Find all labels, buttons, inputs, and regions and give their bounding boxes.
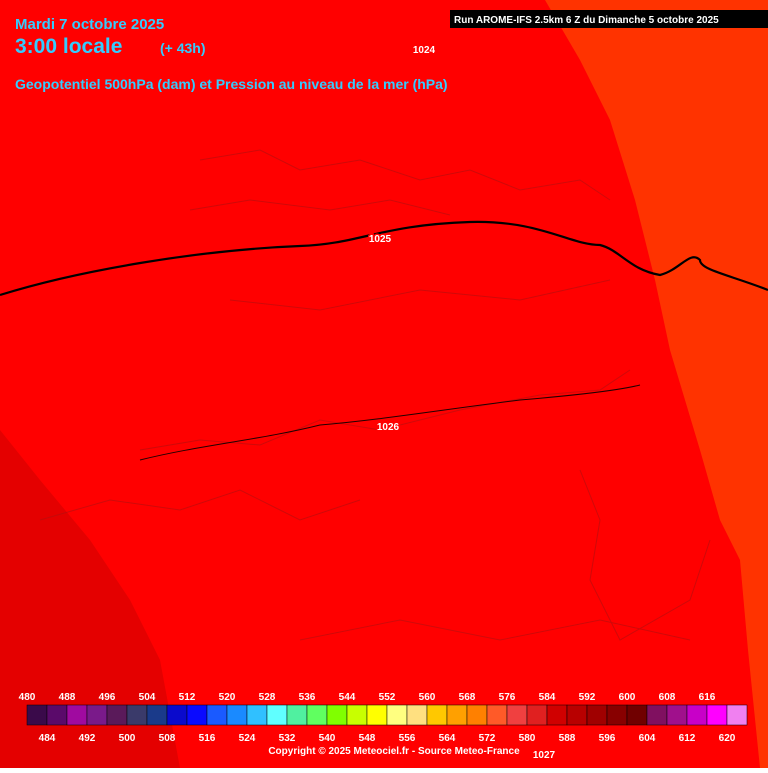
isobar-label: 1024 xyxy=(413,45,436,56)
legend-label: 612 xyxy=(679,733,696,744)
legend-swatch xyxy=(146,704,168,726)
legend-label: 512 xyxy=(179,692,196,703)
map-title: Geopotentiel 500hPa (dam) et Pression au… xyxy=(15,76,448,92)
legend-swatch xyxy=(106,704,128,726)
legend-label: 548 xyxy=(359,733,376,744)
legend-label: 568 xyxy=(459,692,476,703)
time: 3:00 locale xyxy=(15,35,122,58)
legend-swatch xyxy=(306,704,328,726)
legend-label: 560 xyxy=(419,692,436,703)
legend-label: 520 xyxy=(219,692,236,703)
legend-label: 604 xyxy=(639,733,656,744)
legend-swatch xyxy=(166,704,188,726)
legend-swatch xyxy=(526,704,548,726)
legend-label: 516 xyxy=(199,733,216,744)
legend-swatch xyxy=(246,704,268,726)
cool-region xyxy=(0,430,180,768)
run-info: Run AROME-IFS 2.5km 6 Z du Dimanche 5 oc… xyxy=(454,15,719,26)
legend-label: 596 xyxy=(599,733,616,744)
legend: 480 484 488 492 496 500 504 508 512 516 520 524 528 5… xyxy=(19,692,748,744)
legend-label: 524 xyxy=(239,733,256,744)
isobar-label: 1026 xyxy=(377,422,400,433)
isobar-label: 1027 xyxy=(533,750,556,761)
legend-label: 608 xyxy=(659,692,676,703)
legend-swatch xyxy=(326,704,348,726)
legend-label: 496 xyxy=(99,692,116,703)
legend-swatch xyxy=(226,704,248,726)
legend-swatch xyxy=(26,704,48,726)
legend-label: 500 xyxy=(119,733,136,744)
legend-swatch xyxy=(566,704,588,726)
date: Mardi 7 octobre 2025 xyxy=(15,16,164,33)
legend-label: 492 xyxy=(79,733,96,744)
legend-swatch xyxy=(726,704,748,726)
legend-label: 620 xyxy=(719,733,736,744)
legend-swatch xyxy=(606,704,628,726)
legend-swatch xyxy=(406,704,428,726)
legend-swatch xyxy=(646,704,668,726)
lead-time: (+ 43h) xyxy=(160,40,206,56)
isobar-label: 1025 xyxy=(369,234,392,245)
legend-swatch xyxy=(66,704,88,726)
legend-swatch xyxy=(46,704,68,726)
isobar-lines-thin xyxy=(139,384,641,461)
legend-swatch xyxy=(466,704,488,726)
legend-swatch xyxy=(446,704,468,726)
legend-swatch xyxy=(386,704,408,726)
legend-label: 532 xyxy=(279,733,296,744)
legend-swatch xyxy=(346,704,368,726)
legend-label: 556 xyxy=(399,733,416,744)
legend-swatch xyxy=(686,704,708,726)
legend-label: 508 xyxy=(159,733,176,744)
run-box xyxy=(450,10,768,28)
legend-label: 572 xyxy=(479,733,496,744)
legend-label: 616 xyxy=(699,692,716,703)
legend-swatch xyxy=(126,704,148,726)
legend-label: 564 xyxy=(439,733,456,744)
legend-swatch xyxy=(626,704,648,726)
legend-swatch xyxy=(666,704,688,726)
legend-swatch xyxy=(266,704,288,726)
legend-label: 592 xyxy=(579,692,596,703)
copyright: Copyright © 2025 Meteociel.fr - Source M… xyxy=(268,746,520,757)
legend-swatch xyxy=(206,704,228,726)
legend-label: 600 xyxy=(619,692,636,703)
isobar-lines xyxy=(0,220,768,297)
legend-label: 544 xyxy=(339,692,356,703)
legend-swatch xyxy=(586,704,608,726)
legend-swatch xyxy=(486,704,508,726)
legend-label: 480 xyxy=(19,692,36,703)
legend-label: 588 xyxy=(559,733,576,744)
legend-swatch xyxy=(546,704,568,726)
legend-label: 536 xyxy=(299,692,316,703)
legend-swatch xyxy=(426,704,448,726)
legend-label: 484 xyxy=(39,733,56,744)
legend-swatch xyxy=(86,704,108,726)
legend-swatch xyxy=(286,704,308,726)
legend-label: 540 xyxy=(319,733,336,744)
legend-label: 580 xyxy=(519,733,536,744)
legend-label: 528 xyxy=(259,692,276,703)
legend-swatch xyxy=(506,704,528,726)
legend-label: 504 xyxy=(139,692,156,703)
warm-region xyxy=(545,0,768,768)
legend-label: 576 xyxy=(499,692,516,703)
borders xyxy=(39,149,711,641)
legend-swatch xyxy=(186,704,208,726)
legend-swatch xyxy=(706,704,728,726)
legend-swatch xyxy=(366,704,388,726)
legend-label: 584 xyxy=(539,692,556,703)
legend-label: 488 xyxy=(59,692,76,703)
legend-label: 552 xyxy=(379,692,396,703)
